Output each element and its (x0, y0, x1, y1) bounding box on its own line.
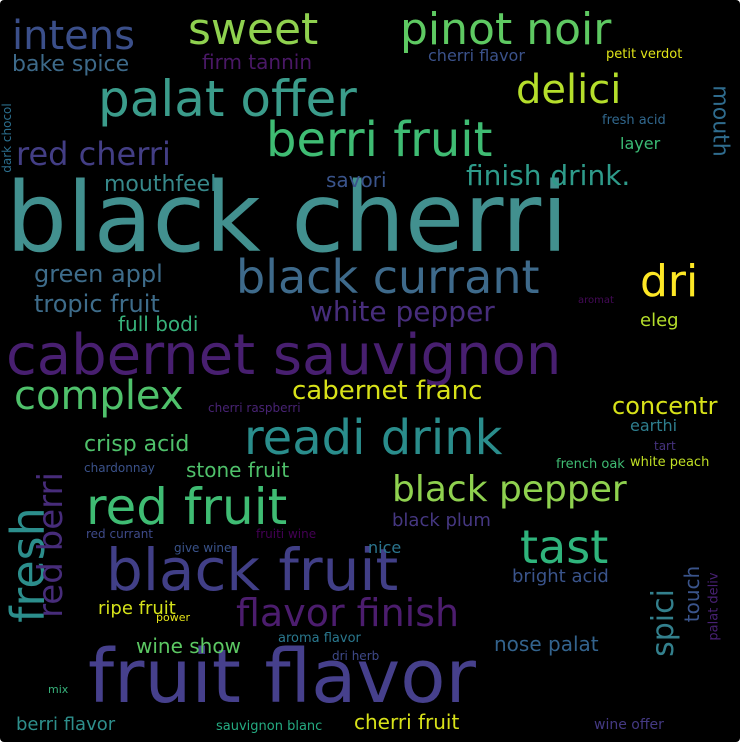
word: dark chocol (0, 103, 14, 173)
word: palat deliv (706, 572, 722, 641)
word: petit verdot (606, 47, 683, 62)
word: delici (516, 67, 622, 113)
word: dri herb (332, 649, 380, 663)
word: berri flavor (16, 714, 116, 735)
word: red currant (86, 527, 154, 541)
word: black pepper (392, 469, 627, 510)
word: fruiti wine (256, 527, 317, 541)
word: mouth (707, 85, 733, 157)
word: french oak (556, 457, 625, 472)
word: palat offer (98, 70, 357, 128)
word: chardonnay (84, 461, 155, 475)
word: cherri raspberri (208, 401, 301, 415)
word: savori (326, 168, 387, 192)
word: stone fruit (186, 458, 290, 482)
word: readi drink (244, 410, 503, 466)
word: touch (680, 565, 705, 623)
word: tart (654, 439, 676, 453)
word: fresh acid (602, 113, 666, 128)
word: berri fruit (266, 112, 493, 168)
word: pinot noir (400, 4, 612, 55)
word: fruit flavor (88, 634, 476, 720)
word: tropic fruit (34, 290, 160, 318)
word: intens (12, 13, 135, 59)
word: eleg (640, 310, 679, 331)
word: flavor finish (236, 591, 460, 635)
word: spici (645, 589, 681, 657)
word: black cherri (6, 162, 568, 274)
word: cabernet sauvignon (6, 323, 562, 388)
word: crisp acid (84, 432, 190, 457)
word: red berri (30, 472, 71, 618)
word: mix (48, 683, 69, 696)
word: tast (520, 520, 609, 574)
word: white pepper (310, 295, 495, 328)
word: complex (14, 373, 184, 419)
word: power (156, 611, 190, 624)
word: mouthfeel (104, 172, 217, 197)
word: green appl (34, 260, 163, 288)
word: dri (640, 256, 699, 307)
word: black fruit (106, 536, 399, 604)
word: finish drink. (466, 159, 631, 192)
word: black plum (392, 510, 491, 531)
word: cherri fruit (354, 710, 460, 734)
word: ripe fruit (98, 598, 176, 619)
word: cherri flavor (428, 46, 525, 65)
word: earthi (630, 416, 678, 435)
word: bright acid (512, 566, 609, 587)
word: full bodi (118, 312, 199, 336)
word: nice (368, 538, 402, 557)
word: white peach (630, 455, 710, 470)
word: aroma flavor (278, 631, 361, 646)
word: red fruit (86, 478, 288, 536)
word: wine offer (594, 717, 664, 733)
word: nose palat (494, 632, 599, 656)
word: red cherri (16, 135, 171, 173)
word: firm tannin (202, 50, 312, 74)
word: sweet (188, 4, 319, 55)
word: concentr (612, 392, 718, 420)
word: layer (620, 134, 661, 153)
word: give wine (174, 541, 232, 555)
word: black currant (236, 250, 540, 304)
word: wine show (136, 634, 241, 658)
word: aromat (578, 295, 614, 306)
word: sauvignon blanc (216, 719, 323, 734)
word: cabernet franc (292, 376, 483, 406)
word: bake spice (12, 52, 130, 77)
